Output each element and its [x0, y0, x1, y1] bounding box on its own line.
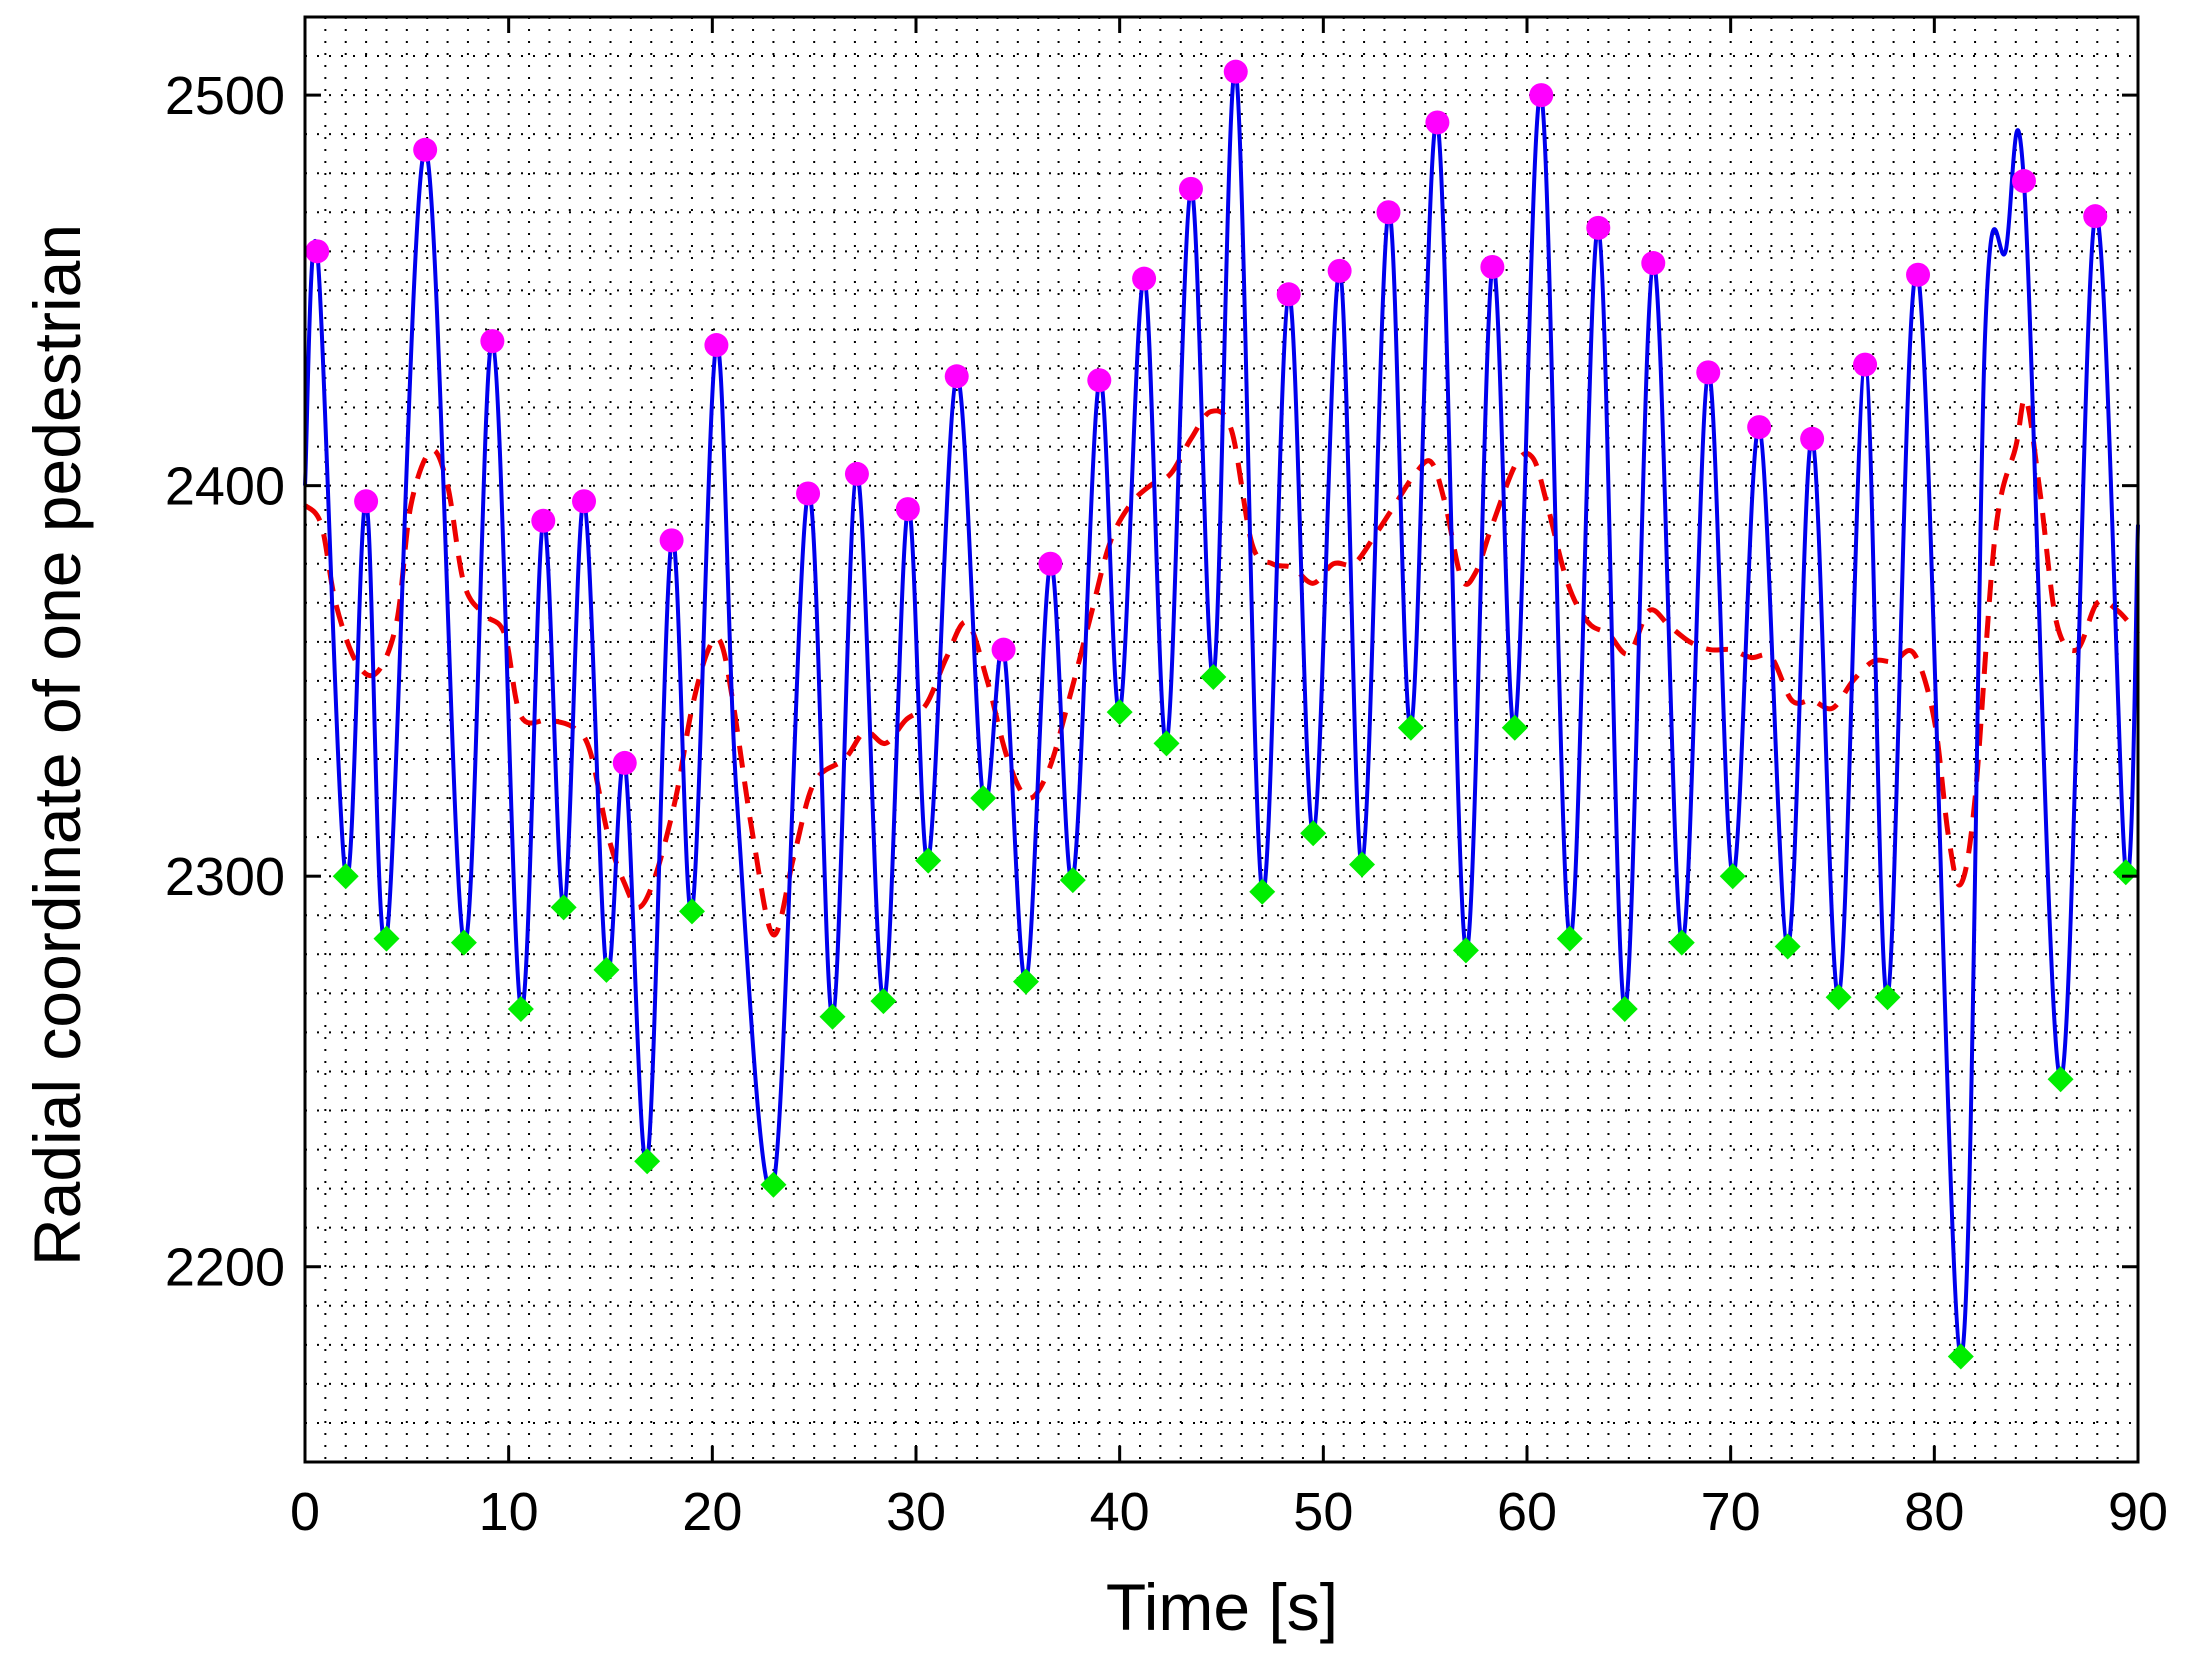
maximum-marker — [1178, 176, 1203, 201]
minimum-marker — [1397, 714, 1424, 741]
x-tick-label: 70 — [1701, 1482, 1761, 1542]
maximum-marker — [531, 508, 556, 533]
minimum-marker — [1249, 878, 1276, 905]
maximum-marker — [1853, 352, 1878, 377]
maximum-marker — [796, 481, 821, 506]
maximum-marker — [2011, 169, 2036, 194]
maximum-marker — [612, 750, 637, 775]
maximum-marker — [1800, 426, 1825, 451]
trajectory-series-line — [303, 68, 2140, 1359]
minimum-marker — [760, 1171, 787, 1198]
minimum-marker — [2047, 1066, 2074, 1093]
minimum-marker — [2112, 859, 2139, 886]
maximum-marker — [944, 364, 969, 389]
y-tick-label: 2300 — [165, 847, 285, 907]
minimum-marker — [870, 988, 897, 1015]
x-tick-label: 30 — [886, 1482, 946, 1542]
maximum-marker — [659, 528, 684, 553]
maximum-marker — [305, 239, 330, 264]
maximum-marker — [354, 489, 379, 514]
minimum-marker — [1200, 664, 1227, 691]
maximum-marker — [1480, 254, 1505, 279]
minimum-marker — [634, 1148, 661, 1175]
y-tick-label: 2500 — [165, 66, 285, 126]
minimum-marker — [1947, 1343, 1974, 1370]
ticks-layer: 0 10 20 30 40 50 60 70 80 90 2200 2300 2400 2500 — [165, 17, 2168, 1542]
maximum-marker — [572, 489, 597, 514]
minimum-marker — [678, 898, 705, 925]
maximum-marker — [1132, 266, 1157, 291]
x-tick-label: 90 — [2108, 1482, 2168, 1542]
minimum-marker — [915, 847, 942, 874]
maximum-marker — [895, 497, 920, 522]
minimum-marker — [1452, 937, 1479, 964]
series-layer — [303, 68, 2140, 1359]
minimum-marker — [550, 894, 577, 921]
x-tick-label: 60 — [1497, 1482, 1557, 1542]
maximum-marker — [1425, 110, 1450, 135]
maximum-marker — [1327, 258, 1352, 283]
maximum-marker — [1696, 360, 1721, 385]
plot-frame — [303, 15, 2140, 1464]
maximum-marker — [1276, 282, 1301, 307]
minimum-marker — [1611, 995, 1638, 1022]
x-tick-label: 20 — [682, 1482, 742, 1542]
x-axis-label: Time [s] — [1106, 1570, 1338, 1644]
minimum-marker — [819, 1003, 846, 1030]
minimum-marker — [1153, 730, 1180, 757]
x-tick-label: 0 — [290, 1482, 320, 1542]
minimum-marker — [1059, 867, 1086, 894]
x-tick-label: 80 — [1904, 1482, 1964, 1542]
maximum-marker — [1641, 251, 1666, 276]
minimum-marker — [1874, 984, 1901, 1011]
minimum-marker — [1774, 933, 1801, 960]
x-tick-label: 10 — [479, 1482, 539, 1542]
maximum-marker — [1038, 551, 1063, 576]
minimum-marker — [1300, 820, 1327, 847]
y-tick-label: 2200 — [165, 1238, 285, 1298]
minimum-marker — [373, 925, 400, 952]
maximum-marker — [1906, 262, 1931, 287]
maximum-marker — [704, 333, 729, 358]
minimum-marker — [1556, 925, 1583, 952]
minimum-marker — [593, 956, 620, 983]
x-tick-label: 40 — [1090, 1482, 1150, 1542]
maximum-marker — [1223, 59, 1248, 84]
minimum-marker — [507, 995, 534, 1022]
maximum-marker — [1747, 415, 1772, 440]
maximum-marker — [1529, 83, 1554, 108]
y-tick-label: 2400 — [165, 457, 285, 517]
maximum-marker — [844, 461, 869, 486]
markers-layer — [305, 59, 2139, 1370]
minimum-marker — [1719, 863, 1746, 890]
minimum-marker — [1501, 714, 1528, 741]
y-axis-label: Radial coordinate of one pedestrian — [20, 224, 94, 1266]
maximum-marker — [413, 137, 438, 162]
minimum-marker — [1106, 699, 1133, 726]
x-tick-label: 50 — [1293, 1482, 1353, 1542]
maximum-marker — [1376, 200, 1401, 225]
maximum-marker — [480, 329, 505, 354]
maximum-marker — [2083, 204, 2108, 229]
grid — [305, 17, 2138, 1462]
smoothed-series-line — [303, 396, 2140, 938]
maximum-marker — [991, 637, 1016, 662]
minimum-marker — [1349, 851, 1376, 878]
minimum-marker — [1668, 929, 1695, 956]
maximum-marker — [1586, 215, 1611, 240]
minimum-marker — [332, 863, 359, 890]
minimum-marker — [450, 929, 477, 956]
minimum-marker — [1012, 968, 1039, 995]
minimum-marker — [1825, 984, 1852, 1011]
minimum-marker — [970, 785, 997, 812]
maximum-marker — [1087, 368, 1112, 393]
